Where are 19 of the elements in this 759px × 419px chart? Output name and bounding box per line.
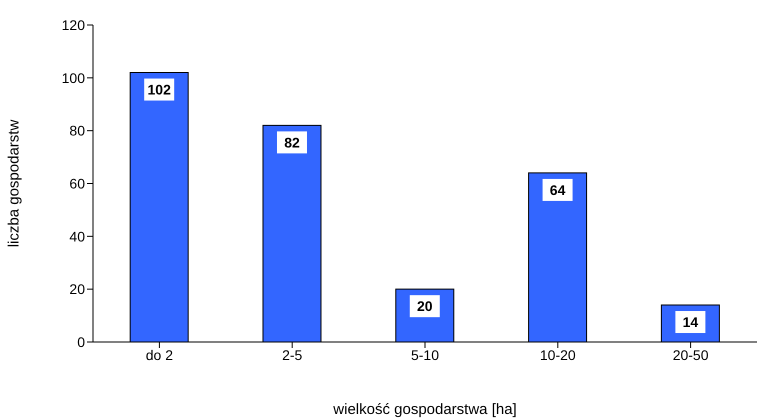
y-tick-label: 20 [69, 281, 86, 298]
x-tick-label: 5-10 [410, 346, 440, 363]
y-tick-label: 120 [62, 16, 86, 33]
data-label: 20 [416, 298, 433, 314]
x-tick-label: 10-20 [540, 346, 576, 363]
y-tick-label: 0 [77, 334, 86, 350]
x-axis-title: wielkość gospodarstwa [ha] [332, 401, 517, 418]
data-label: 82 [284, 134, 300, 150]
y-tick-label: 80 [69, 122, 86, 139]
y-tick-label: 40 [69, 228, 86, 244]
x-tick-label: 2-5 [282, 346, 303, 363]
x-tick-label: 20-50 [672, 346, 709, 363]
data-label: 102 [148, 82, 172, 98]
y-axis-title: liczba gospodarstw [5, 120, 22, 248]
data-label: 14 [682, 314, 698, 330]
x-tick-label: do 2 [146, 346, 174, 363]
data-label: 64 [550, 182, 566, 198]
y-tick-label: 100 [62, 70, 86, 86]
y-tick-label: 60 [69, 175, 86, 192]
